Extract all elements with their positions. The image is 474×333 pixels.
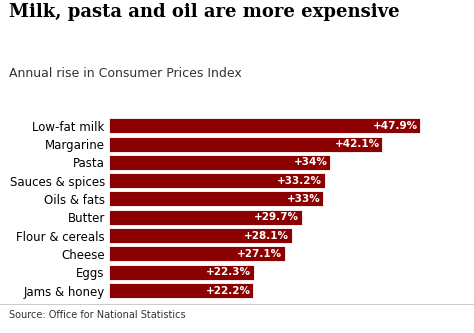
Text: B: B (406, 315, 414, 325)
Bar (109, 265, 254, 280)
Text: Annual rise in Consumer Prices Index: Annual rise in Consumer Prices Index (9, 67, 242, 80)
Text: +34%: +34% (293, 157, 327, 167)
Bar (109, 118, 420, 133)
Bar (109, 210, 302, 225)
Text: +42.1%: +42.1% (335, 139, 380, 149)
Text: Milk, pasta and oil are more expensive: Milk, pasta and oil are more expensive (9, 3, 400, 21)
Text: +28.1%: +28.1% (244, 230, 289, 241)
Bar (109, 173, 325, 188)
Bar (109, 191, 323, 206)
Text: B: B (376, 315, 384, 325)
Bar (109, 155, 330, 170)
Bar (109, 228, 292, 243)
Bar (109, 246, 285, 261)
Text: +33%: +33% (287, 194, 321, 204)
Text: +33.2%: +33.2% (277, 175, 322, 186)
Bar (109, 283, 253, 298)
Text: Source: Office for National Statistics: Source: Office for National Statistics (9, 310, 186, 320)
Text: +22.2%: +22.2% (206, 285, 251, 296)
Bar (109, 137, 383, 152)
Text: +47.9%: +47.9% (373, 121, 418, 131)
Text: +29.7%: +29.7% (255, 212, 300, 222)
Text: C: C (436, 315, 444, 325)
Text: +22.3%: +22.3% (206, 267, 251, 277)
Text: +27.1%: +27.1% (237, 249, 283, 259)
